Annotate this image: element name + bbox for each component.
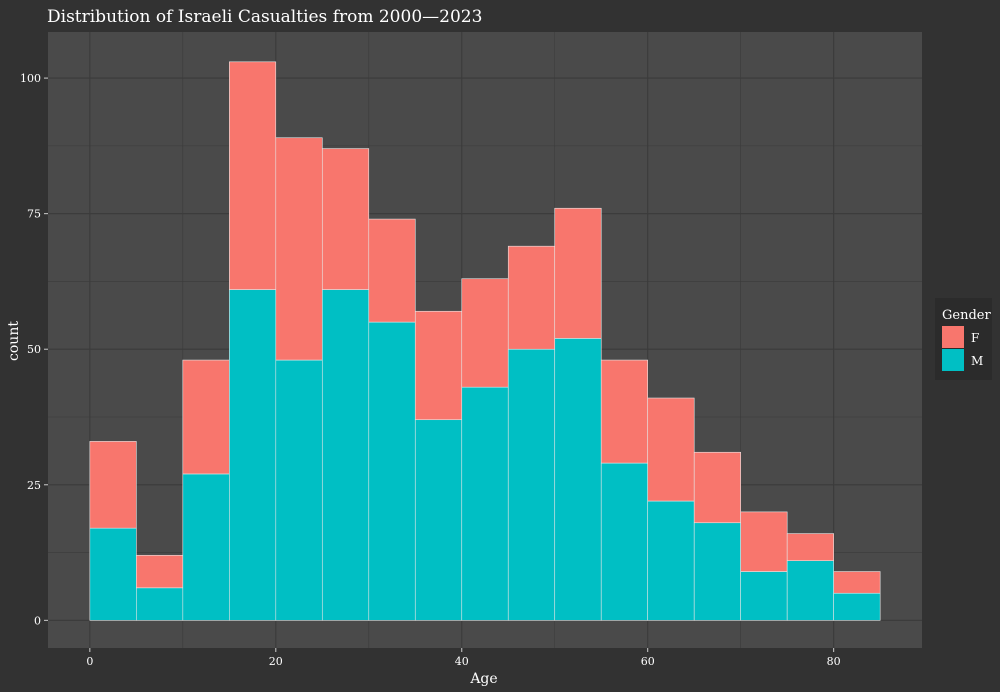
bars-layer	[89, 61, 881, 621]
y-tick-label: 25	[27, 479, 41, 492]
legend-key-m	[942, 349, 964, 371]
bar-m	[740, 571, 788, 621]
legend-title: Gender	[942, 308, 991, 323]
x-axis-title: Age	[469, 671, 497, 687]
bar-m	[275, 359, 323, 621]
bar-f	[647, 397, 695, 502]
bar-m	[647, 500, 695, 621]
x-tick-label: 0	[86, 655, 93, 668]
bar-f	[182, 359, 230, 475]
bar-m	[507, 348, 556, 621]
legend-label-f: F	[971, 331, 979, 345]
bar-f	[229, 61, 277, 290]
bar-m	[786, 560, 834, 621]
bar-f	[833, 571, 881, 594]
bar-f	[414, 310, 463, 421]
bar-f	[786, 533, 834, 561]
bar-m	[229, 289, 277, 621]
x-axis-ticks: 0 20 40 60 80	[86, 648, 841, 668]
bar-f	[554, 207, 602, 339]
y-axis-title: count	[6, 321, 22, 361]
bar-f	[89, 441, 137, 529]
x-tick-label: 80	[827, 655, 841, 668]
x-tick-label: 20	[269, 655, 283, 668]
x-tick-label: 40	[455, 655, 469, 668]
bar-m	[368, 321, 416, 621]
y-tick-label: 0	[34, 614, 41, 627]
chart-title: Distribution of Israeli Casualties from …	[47, 7, 482, 27]
legend-label-m: M	[971, 354, 983, 368]
bar-m	[600, 462, 649, 621]
bar-m	[182, 473, 230, 621]
bar-m	[693, 522, 741, 621]
bar-f	[321, 148, 370, 290]
bar-f	[693, 451, 741, 524]
x-tick-label: 60	[641, 655, 655, 668]
bar-f	[600, 359, 649, 464]
bar-f	[507, 245, 556, 350]
bar-m	[136, 587, 184, 621]
bar-f	[136, 554, 184, 589]
legend: Gender F M	[935, 298, 992, 380]
bar-m	[414, 419, 463, 621]
bar-f	[368, 218, 416, 323]
y-tick-label: 100	[20, 72, 41, 85]
y-tick-label: 75	[27, 208, 41, 221]
y-tick-label: 50	[27, 343, 41, 356]
bar-m	[554, 338, 602, 621]
legend-key-f	[942, 326, 964, 348]
bar-f	[275, 137, 323, 361]
y-axis-ticks: 0 25 50 75 100	[20, 72, 48, 627]
bar-f	[461, 278, 509, 388]
bar-f	[740, 511, 788, 572]
bar-m	[89, 527, 137, 621]
bar-m	[833, 592, 881, 621]
bar-m	[461, 386, 509, 621]
bar-m	[321, 289, 370, 621]
